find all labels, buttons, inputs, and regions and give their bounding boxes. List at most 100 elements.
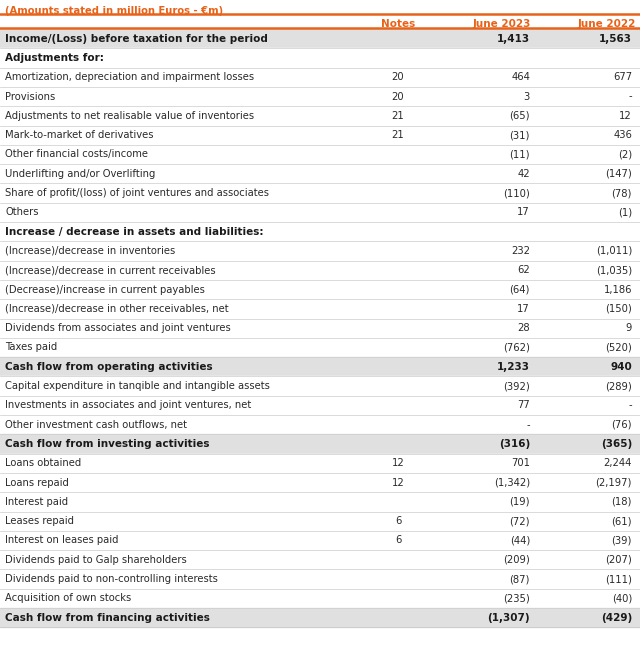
Bar bbox=[0, 396, 640, 415]
Bar bbox=[0, 280, 640, 299]
Bar bbox=[0, 106, 640, 125]
Text: 940: 940 bbox=[611, 362, 632, 372]
Text: (316): (316) bbox=[499, 439, 530, 449]
Text: Amortization, depreciation and impairment losses: Amortization, depreciation and impairmen… bbox=[5, 72, 254, 82]
Bar bbox=[0, 608, 640, 627]
Text: (1,307): (1,307) bbox=[488, 612, 530, 623]
Text: Capital expenditure in tanqible and intangible assets: Capital expenditure in tanqible and inta… bbox=[5, 381, 270, 391]
Text: (18): (18) bbox=[612, 497, 632, 507]
Text: 20: 20 bbox=[392, 72, 404, 82]
Bar bbox=[0, 125, 640, 145]
Text: 1,413: 1,413 bbox=[497, 34, 530, 43]
Text: Adjustments for:: Adjustments for: bbox=[5, 53, 104, 63]
Text: (40): (40) bbox=[612, 593, 632, 603]
Text: (520): (520) bbox=[605, 342, 632, 352]
Text: 28: 28 bbox=[517, 323, 530, 333]
Text: 232: 232 bbox=[511, 246, 530, 256]
Bar bbox=[0, 164, 640, 183]
Text: Increase / decrease in assets and liabilities:: Increase / decrease in assets and liabil… bbox=[5, 227, 264, 237]
Text: Income/(Loss) before taxation for the period: Income/(Loss) before taxation for the pe… bbox=[5, 34, 268, 43]
Bar bbox=[0, 415, 640, 434]
Text: (19): (19) bbox=[509, 497, 530, 507]
Text: 9: 9 bbox=[626, 323, 632, 333]
Text: (61): (61) bbox=[611, 516, 632, 526]
Text: (209): (209) bbox=[503, 555, 530, 565]
Text: -: - bbox=[628, 91, 632, 102]
Text: Dividends paid to non-controlling interests: Dividends paid to non-controlling intere… bbox=[5, 574, 218, 584]
Text: June 2022: June 2022 bbox=[578, 19, 636, 29]
Bar bbox=[0, 222, 640, 241]
Text: (11): (11) bbox=[509, 149, 530, 160]
Text: 6: 6 bbox=[395, 516, 401, 526]
Text: Cash flow from operating activities: Cash flow from operating activities bbox=[5, 362, 212, 372]
Text: Loans repaid: Loans repaid bbox=[5, 478, 69, 487]
Bar bbox=[0, 473, 640, 492]
Bar bbox=[0, 453, 640, 473]
Text: (150): (150) bbox=[605, 304, 632, 314]
Text: (Decrease)/increase in current payables: (Decrease)/increase in current payables bbox=[5, 284, 205, 294]
Bar bbox=[0, 261, 640, 280]
Bar bbox=[0, 550, 640, 570]
Text: (2): (2) bbox=[618, 149, 632, 160]
Text: (111): (111) bbox=[605, 574, 632, 584]
Text: (Amounts stated in million Euros - €m): (Amounts stated in million Euros - €m) bbox=[5, 6, 223, 16]
Bar bbox=[0, 512, 640, 531]
Bar bbox=[0, 434, 640, 453]
Text: Interest on leases paid: Interest on leases paid bbox=[5, 535, 118, 545]
Bar bbox=[0, 570, 640, 589]
Text: 17: 17 bbox=[517, 304, 530, 314]
Bar bbox=[0, 299, 640, 319]
Text: 17: 17 bbox=[517, 208, 530, 217]
Text: (64): (64) bbox=[509, 284, 530, 294]
Text: Dividends from associates and joint ventures: Dividends from associates and joint vent… bbox=[5, 323, 231, 333]
Text: Other investment cash outflows, net: Other investment cash outflows, net bbox=[5, 420, 187, 430]
Text: (76): (76) bbox=[611, 420, 632, 430]
Text: (110): (110) bbox=[503, 188, 530, 198]
Text: 701: 701 bbox=[511, 458, 530, 468]
Text: (44): (44) bbox=[509, 535, 530, 545]
Text: 3: 3 bbox=[524, 91, 530, 102]
Text: (Increase)/decrease in current receivables: (Increase)/decrease in current receivabl… bbox=[5, 265, 216, 275]
Text: (289): (289) bbox=[605, 381, 632, 391]
Text: 77: 77 bbox=[517, 400, 530, 411]
Text: (1): (1) bbox=[618, 208, 632, 217]
Bar bbox=[0, 241, 640, 261]
Text: (1,342): (1,342) bbox=[494, 478, 530, 487]
Text: 6: 6 bbox=[395, 535, 401, 545]
Bar bbox=[0, 203, 640, 222]
Text: (1,011): (1,011) bbox=[596, 246, 632, 256]
Bar bbox=[0, 145, 640, 164]
Text: Share of profit/(loss) of joint ventures and associates: Share of profit/(loss) of joint ventures… bbox=[5, 188, 269, 198]
Text: Other financial costs/income: Other financial costs/income bbox=[5, 149, 148, 160]
Text: Leases repaid: Leases repaid bbox=[5, 516, 74, 526]
Bar bbox=[0, 68, 640, 87]
Text: 677: 677 bbox=[613, 72, 632, 82]
Text: (31): (31) bbox=[509, 130, 530, 140]
Text: Investments in associates and joint ventures, net: Investments in associates and joint vent… bbox=[5, 400, 252, 411]
Text: 2,244: 2,244 bbox=[604, 458, 632, 468]
Text: 12: 12 bbox=[392, 458, 404, 468]
Text: 12: 12 bbox=[392, 478, 404, 487]
Bar bbox=[0, 49, 640, 68]
Bar bbox=[0, 319, 640, 338]
Text: (207): (207) bbox=[605, 555, 632, 565]
Text: 1,563: 1,563 bbox=[599, 34, 632, 43]
Bar bbox=[0, 589, 640, 608]
Text: Notes: Notes bbox=[381, 19, 415, 29]
Text: Cash flow from financing activities: Cash flow from financing activities bbox=[5, 612, 210, 623]
Bar bbox=[0, 357, 640, 376]
Text: 62: 62 bbox=[517, 265, 530, 275]
Text: June 2023: June 2023 bbox=[473, 19, 531, 29]
Text: Adjustments to net realisable value of inventories: Adjustments to net realisable value of i… bbox=[5, 111, 254, 121]
Text: 436: 436 bbox=[613, 130, 632, 140]
Text: Dividends paid to Galp shareholders: Dividends paid to Galp shareholders bbox=[5, 555, 187, 565]
Text: (147): (147) bbox=[605, 169, 632, 179]
Text: (87): (87) bbox=[509, 574, 530, 584]
Text: Mark-to-market of derivatives: Mark-to-market of derivatives bbox=[5, 130, 154, 140]
Text: 12: 12 bbox=[620, 111, 632, 121]
Text: 21: 21 bbox=[392, 130, 404, 140]
Text: (72): (72) bbox=[509, 516, 530, 526]
Text: 1,186: 1,186 bbox=[604, 284, 632, 294]
Text: (2,197): (2,197) bbox=[596, 478, 632, 487]
Text: Provisions: Provisions bbox=[5, 91, 55, 102]
